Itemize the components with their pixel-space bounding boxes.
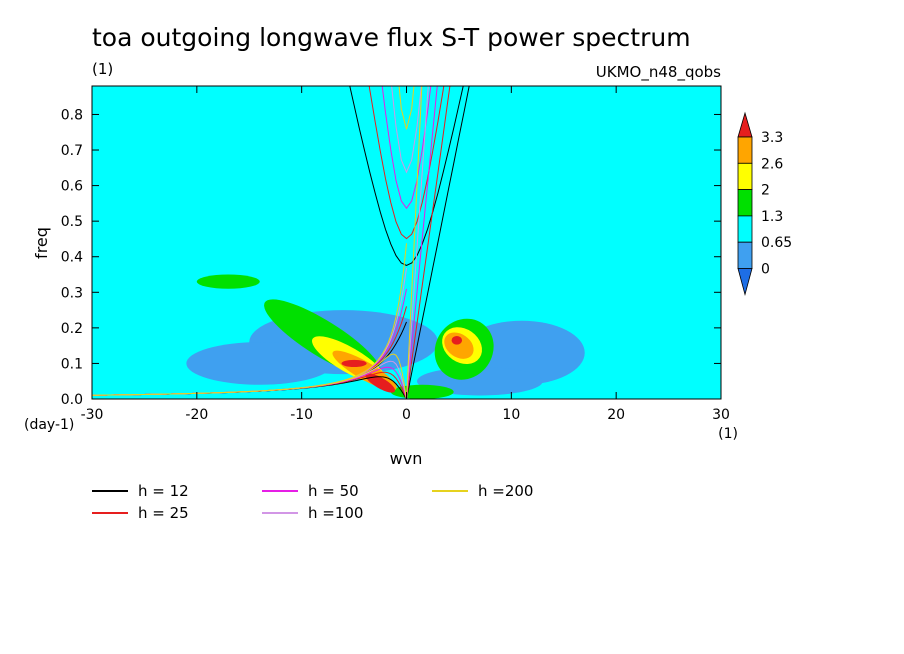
colorbar-label: 2.6 (761, 156, 783, 172)
colorbar-swatch (737, 241, 753, 269)
curve-ig1-h-12 (349, 86, 464, 267)
colorbar-swatch (737, 162, 753, 191)
power-region-11 (444, 332, 474, 359)
curve-mrg-h-200 (92, 243, 407, 396)
chart-title: toa outgoing longwave flux S-T power spe… (92, 23, 691, 52)
model-label: UKMO_n48_qobs (596, 63, 721, 82)
x-unit-label: (1) (718, 426, 738, 442)
y-tick-label: 0.7 (61, 143, 83, 159)
dispersion-curves (92, 86, 470, 399)
colorbar-swatch (737, 136, 753, 164)
colorbar-swatch (737, 215, 753, 243)
curve-ig1-h-25 (368, 86, 445, 240)
y-tick-label: 0.6 (61, 179, 83, 195)
y-tick-label: 0.5 (61, 214, 83, 230)
plot-area (91, 85, 722, 400)
power-region-12 (365, 373, 396, 393)
curve-ig1-h-200 (398, 86, 415, 130)
colorbar-label: 0.65 (761, 235, 792, 251)
curve-kelvin-h-12 (406, 86, 470, 399)
x-tick-label: 20 (607, 407, 625, 423)
x-tick-label: -30 (81, 407, 104, 423)
y-tick-label: 0.2 (61, 321, 83, 337)
power-region-6 (390, 384, 454, 399)
legend-label: h = 12 (138, 482, 189, 500)
axes: -30 -20 -10 0 10 20 30 0.0 0.1 0.2 0.3 0.4 0.5 0.6 0.7… (61, 86, 730, 423)
colorbar-label: 3.3 (761, 130, 783, 146)
power-region-13 (341, 359, 367, 367)
curve-ig1-h-100 (391, 86, 422, 174)
y-unit-label: (day-1) (24, 417, 74, 433)
x-tick-label: -10 (290, 407, 313, 423)
x-tick-label: -20 (185, 407, 208, 423)
y-tick-label: 0.0 (61, 392, 83, 408)
y-tick-label: 0.1 (61, 356, 83, 372)
x-tick-label: 10 (502, 407, 520, 423)
power-regions (186, 274, 585, 399)
x-axis-label: wvn (390, 449, 423, 468)
x-tick-label: 30 (712, 407, 730, 423)
units-label: (1) (92, 60, 113, 78)
power-region-7 (196, 274, 260, 289)
colorbar-label: 0 (761, 262, 770, 278)
power-region-1 (186, 342, 334, 385)
colorbar-top-arrow (737, 111, 753, 138)
colorbar-label: 2 (761, 183, 770, 199)
legend-label: h = 25 (138, 504, 189, 522)
legend-label: h = 50 (308, 482, 359, 500)
colorbar-swatch (737, 189, 753, 217)
colorbar-bottom-arrow (737, 268, 753, 297)
y-tick-label: 0.4 (61, 250, 83, 266)
colorbar: 0 0.65 1.3 2 2.6 3.3 (737, 111, 792, 297)
legend-label: h =100 (308, 504, 363, 522)
y-tick-label: 0.8 (61, 107, 83, 123)
legend: h = 12 h = 25 h = 50 h =100 h =200 (92, 482, 533, 522)
power-region-14 (451, 336, 463, 345)
y-axis-label: freq (32, 227, 51, 259)
legend-label: h =200 (478, 482, 533, 500)
colorbar-label: 1.3 (761, 209, 783, 225)
y-tick-label: 0.3 (61, 285, 83, 301)
x-tick-label: 0 (402, 407, 411, 423)
curve-ig1-h-50 (381, 86, 432, 210)
